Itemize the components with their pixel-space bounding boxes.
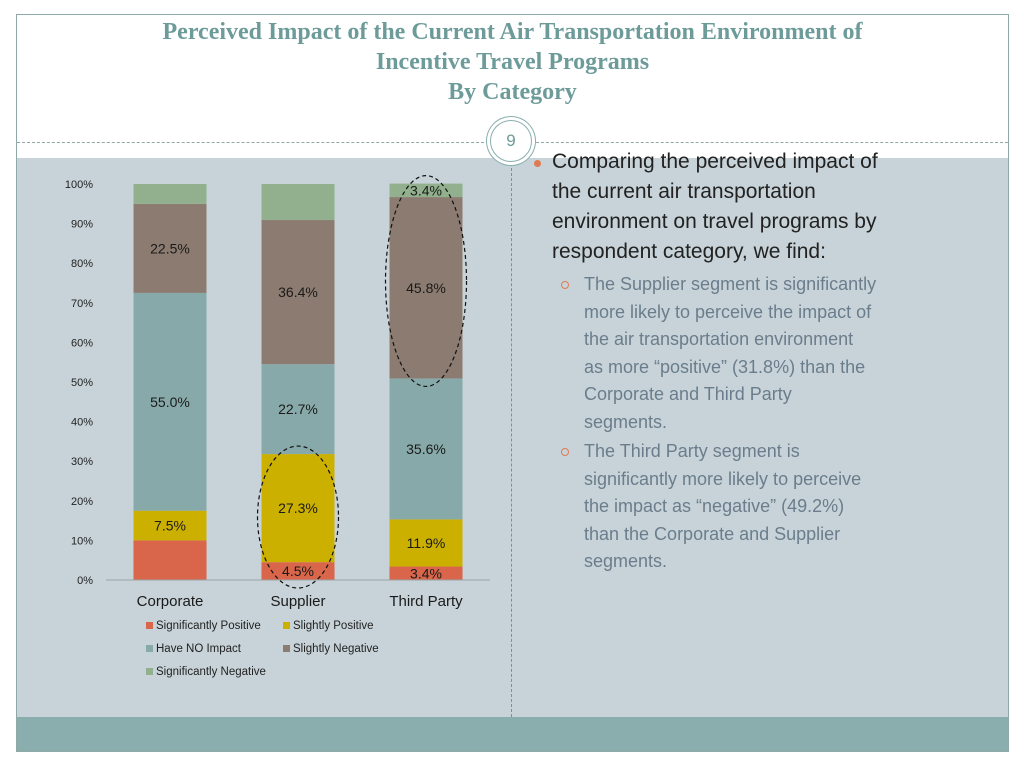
data-label: 35.6% [406,441,446,457]
highlight-ellipse [384,175,468,388]
main-bullet: Comparing the perceived impact of the cu… [526,147,1006,267]
title-line: By Category [448,79,577,105]
legend-swatch [146,668,153,675]
bar-segment [261,184,335,221]
data-label: 11.9% [407,535,446,551]
bullet-ring-icon [561,281,569,289]
y-tick-label: 70% [71,298,93,310]
data-label: 7.5% [154,518,186,534]
bar-segment [133,292,207,511]
bar-segment [261,364,335,455]
sub-bullet-line: than the Corporate and Supplier [584,523,841,544]
footer-band [17,717,1008,751]
sub-bullet-line: the air transportation environment [584,329,854,349]
data-label: 36.4% [278,284,318,300]
data-label: 3.4% [410,182,442,198]
y-tick-label: 90% [71,219,93,231]
data-label: 22.5% [150,240,190,256]
content-area: 0% 10% 20% 30% 40% 50% 60% 70% 80% 90% 100% 7.5% 55.… [17,158,1008,717]
y-tick-label: 80% [71,258,93,270]
slide-title: Perceived Impact of the Current Air Tran… [17,17,1008,107]
bullet-ring-icon [561,448,569,456]
bar-segment [389,566,463,580]
sub-bullet-line: significantly more likely to perceive [584,468,862,489]
y-tick-label: 60% [71,337,93,349]
legend-swatch [283,645,290,652]
sub-bullet-third-party: The Third Party segment is significantly… [526,438,1006,576]
data-label: 4.5% [282,563,314,579]
notes-panel: Comparing the perceived impact of the cu… [526,147,1006,576]
sub-bullet-line: segments. [584,551,668,571]
sub-bullet-line: the impact as “negative” (49.2%) [584,496,845,516]
bar-segment [261,454,335,563]
data-label: 27.3% [278,500,318,516]
category-label: Corporate [137,593,204,610]
main-bullet-line: environment on travel programs by [552,210,877,233]
legend-label: Have NO Impact [156,643,242,655]
bar-segment [133,184,207,204]
y-tick-label: 50% [71,377,93,389]
highlight-ellipse [256,445,340,589]
legend-label: Slightly Negative [293,643,379,655]
sub-bullet-line: more likely to perceive the impact of [584,301,872,322]
bar-segment [261,220,335,365]
title-line: Incentive Travel Programs [375,49,650,75]
y-tick-label: 0% [77,575,93,587]
category-label: Third Party [389,593,463,610]
sub-bullet-line: as more “positive” (31.8%) than the [584,356,866,377]
data-label: 3.4% [410,565,442,581]
legend-swatch [146,645,153,652]
sub-bullet-line: The Supplier segment is significantly [584,274,877,294]
category-label: Supplier [270,593,325,610]
main-bullet-line: Comparing the perceived impact of [552,150,878,173]
column-divider [511,158,512,717]
legend-swatch [283,622,290,629]
bar-segment [133,510,207,541]
sub-bullet-line: The Third Party segment is [584,441,800,461]
bar-segment [133,540,207,580]
legend-label: Significantly Negative [156,666,266,678]
page-number-badge: 9 [490,120,532,162]
y-tick-label: 10% [71,535,93,547]
bar-segment [133,203,207,293]
bar-segment [389,519,463,567]
slide-frame: Perceived Impact of the Current Air Tran… [16,14,1009,752]
legend-label: Significantly Positive [156,620,261,632]
title-line: Perceived Impact of the Current Air Tran… [162,19,863,45]
y-tick-label: 30% [71,456,93,468]
y-tick-label: 40% [71,417,93,429]
bar-segment [389,197,463,379]
bar-segment [389,378,463,520]
sub-bullet-line: segments. [584,411,668,432]
bar-segment [261,562,335,580]
main-bullet-line: respondent category, we find: [552,240,826,263]
data-label: 22.7% [278,401,318,417]
sub-bullet-line: Corporate and Third Party [584,384,792,404]
legend-label: Slightly Positive [293,620,374,632]
legend-swatch [146,622,153,629]
data-label: 55.0% [150,394,190,410]
sub-bullet-supplier: The Supplier segment is significantly mo… [526,271,1006,436]
y-tick-label: 20% [71,496,93,508]
bullet-dot-icon [534,160,541,167]
y-tick-label: 100% [65,179,93,191]
data-label: 45.8% [406,280,446,296]
main-bullet-line: the current air transportation [552,180,816,203]
stacked-bar-chart: 0% 10% 20% 30% 40% 50% 60% 70% 80% 90% 100% 7.5% 55.… [65,175,490,678]
